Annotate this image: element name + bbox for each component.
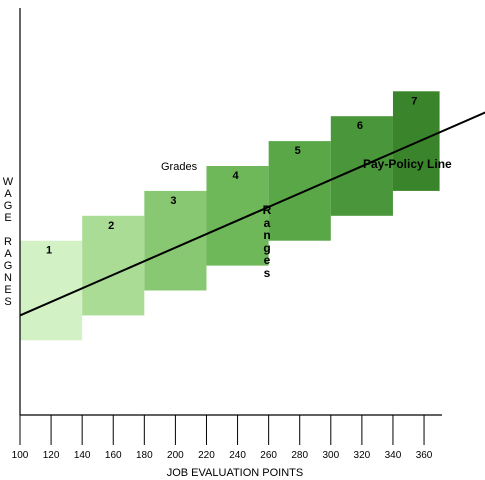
x-tick-label: 220 <box>198 450 215 461</box>
grade-number-2: 2 <box>108 220 114 232</box>
vertical-letter: G <box>3 200 13 212</box>
x-tick-label: 160 <box>105 450 122 461</box>
grade-range-7 <box>392 91 440 191</box>
grade-number-4: 4 <box>232 170 239 182</box>
x-tick-label: 200 <box>167 450 184 461</box>
x-tick-label: 260 <box>260 450 277 461</box>
axes <box>19 8 442 416</box>
grades-label: Grades <box>161 161 198 173</box>
x-tick-label: 120 <box>43 450 60 461</box>
grade-number-1: 1 <box>46 245 52 257</box>
grade-range-4 <box>206 166 269 266</box>
vertical-letter: s <box>263 265 271 280</box>
vertical-letter: E <box>4 212 12 224</box>
vertical-letter: g <box>263 240 271 255</box>
x-tick-label: 140 <box>74 450 91 461</box>
pay-policy-line <box>19 111 485 317</box>
x-tick-label: 280 <box>291 450 308 461</box>
vertical-letter: A <box>4 248 12 260</box>
grade-number-7: 7 <box>411 95 417 107</box>
vertical-letter: e <box>263 253 271 267</box>
grade-range-5 <box>268 141 331 241</box>
vertical-letter: N <box>4 272 12 284</box>
vertical-letter: S <box>4 296 12 308</box>
grade-number-5: 5 <box>295 145 301 157</box>
vertical-letter: n <box>263 228 271 242</box>
x-tick-label: 240 <box>229 450 246 461</box>
vertical-letter: R <box>4 236 12 248</box>
vertical-letter: W <box>2 176 14 188</box>
grade-range-3 <box>144 190 207 291</box>
vertical-letter: a <box>263 215 271 230</box>
x-tick-label: 300 <box>322 450 339 461</box>
x-tick-label: 340 <box>385 450 402 461</box>
x-tick-label: 320 <box>354 450 371 461</box>
pay-policy-line-label: Pay-Policy Line <box>363 157 452 171</box>
vertical-letter: E <box>4 284 12 296</box>
vertical-letter: G <box>3 260 13 272</box>
vertical-letter: R <box>262 203 272 217</box>
x-tick-label: 100 <box>12 450 29 461</box>
x-tick-label: 360 <box>416 450 433 461</box>
grade-ranges: 1 2 3 4 5 6 7 <box>20 91 440 341</box>
x-axis-label: JOB EVALUATION POINTS <box>167 467 304 479</box>
vertical-letter: A <box>4 188 12 200</box>
grade-number-3: 3 <box>170 195 176 207</box>
x-ticks: 100 120 140 160 180 200 220 240 260 280 300 320 340 3… <box>12 415 433 461</box>
grade-number-6: 6 <box>357 120 363 132</box>
grade-range-1 <box>20 240 83 341</box>
x-tick-label: 180 <box>136 450 153 461</box>
